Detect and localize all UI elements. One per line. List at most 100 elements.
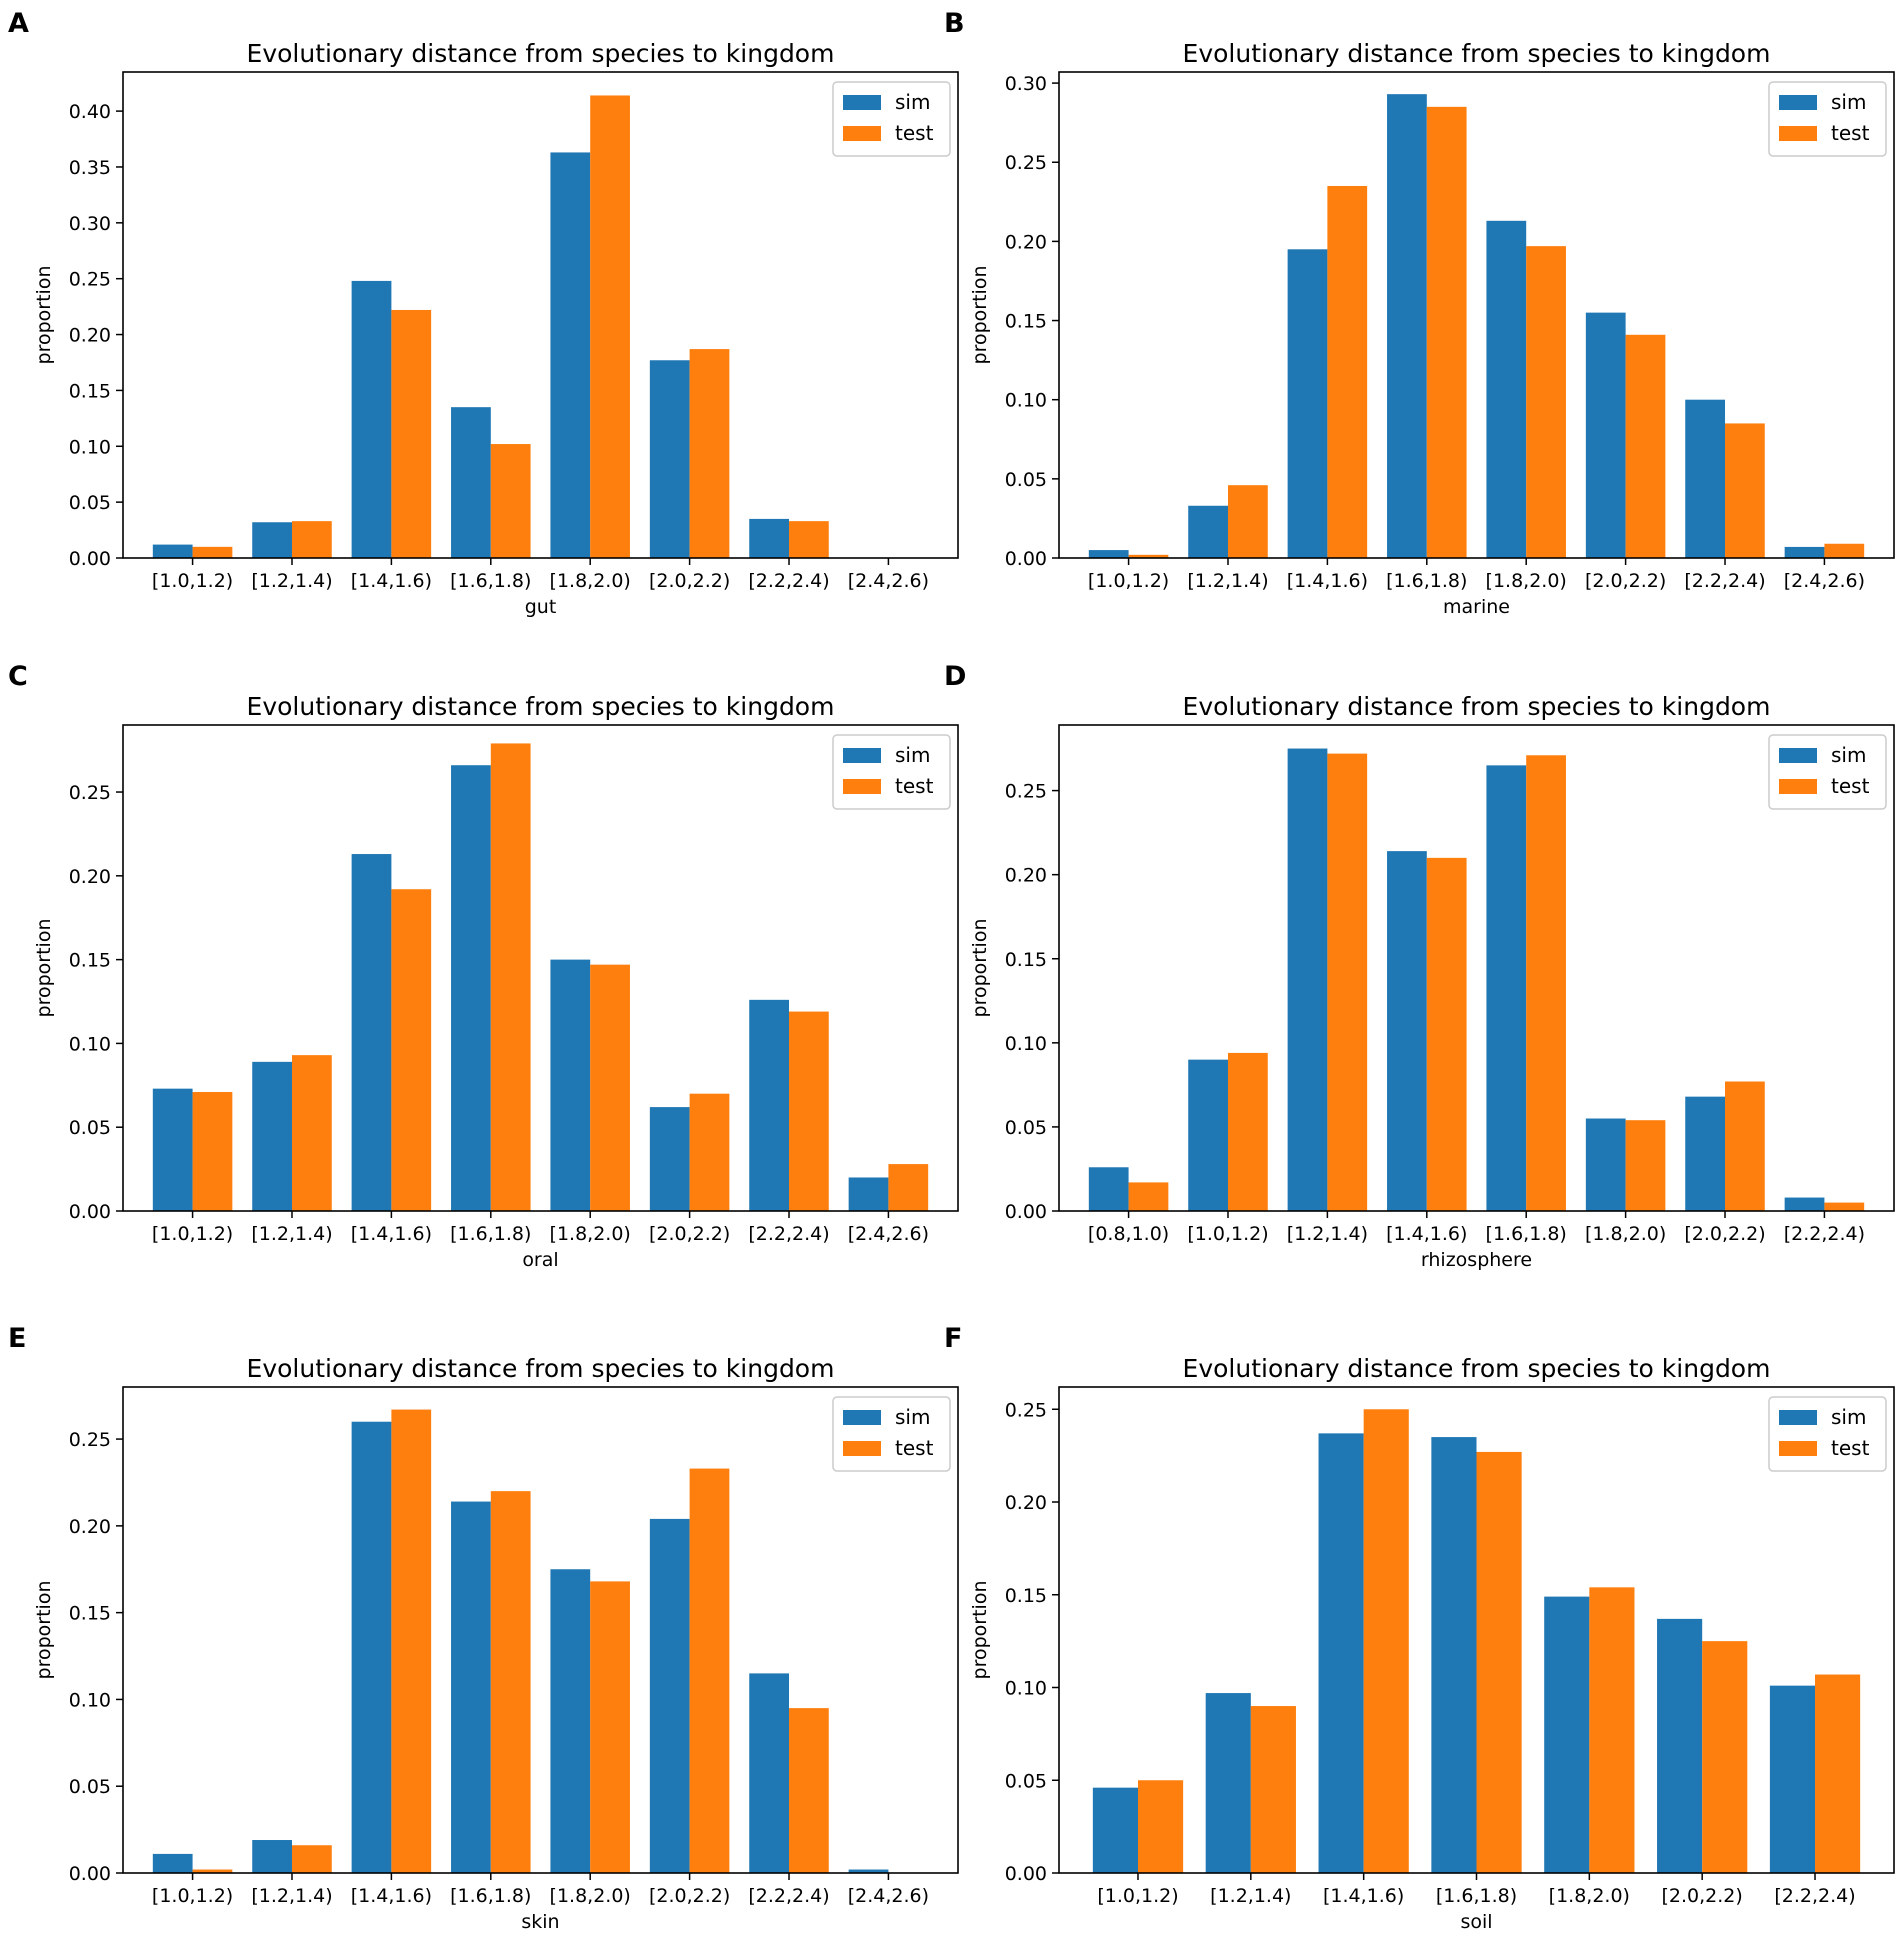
bar-sim-1 <box>252 1840 292 1873</box>
bar-sim-7 <box>848 1869 889 1873</box>
bar-sim-3 <box>1387 94 1427 558</box>
legend-swatch-sim <box>1779 1410 1817 1425</box>
legend: sim test <box>1768 81 1887 157</box>
bar-sim-6 <box>1769 1685 1816 1873</box>
chart-title: Evolutionary distance from species to ki… <box>247 692 835 721</box>
bar-test-1 <box>291 1055 332 1211</box>
y-tick-label: 0.00 <box>1005 1863 1047 1885</box>
x-tick-label: [1.4,1.6) <box>1323 1885 1404 1907</box>
bar-sim-2 <box>1287 748 1328 1211</box>
y-tick-label: 0.05 <box>69 1117 111 1139</box>
x-tick-label: [1.4,1.6) <box>1287 570 1368 592</box>
legend-label-sim: sim <box>895 1405 930 1429</box>
y-tick-label: 0.20 <box>69 325 111 347</box>
panel-label: F <box>944 1323 962 1354</box>
legend-label-sim: sim <box>895 743 930 767</box>
bar-sim-0 <box>1092 1787 1138 1873</box>
bar-sim-6 <box>749 518 790 558</box>
bar-sim-1 <box>252 522 292 558</box>
bar-sim-4 <box>550 959 591 1211</box>
x-tick-label: [1.2,1.4) <box>1210 1885 1291 1907</box>
y-tick-label: 0.25 <box>69 782 111 804</box>
legend-label-test: test <box>895 774 934 798</box>
legend-label-sim: sim <box>895 90 930 114</box>
bar-sim-4 <box>1486 765 1527 1211</box>
bar-test-5 <box>1702 1641 1748 1873</box>
y-tick-label: 0.40 <box>69 101 111 123</box>
bar-test-0 <box>1128 1182 1169 1211</box>
y-tick-label: 0.00 <box>69 1863 111 1885</box>
bar-test-3 <box>490 444 531 558</box>
bar-test-5 <box>1625 334 1666 558</box>
y-tick-label: 0.30 <box>1005 73 1047 95</box>
x-axis-label: soil <box>1460 1911 1492 1933</box>
bar-test-0 <box>192 546 233 558</box>
y-tick-label: 0.15 <box>1005 949 1047 971</box>
y-tick-label: 0.20 <box>1005 1492 1047 1514</box>
x-tick-label: [1.8,2.0) <box>550 1223 631 1245</box>
y-tick-label: 0.10 <box>69 436 111 458</box>
x-tick-label: [1.6,1.8) <box>450 570 531 592</box>
panel-label: D <box>944 661 966 692</box>
x-tick-label: [1.8,2.0) <box>550 1885 631 1907</box>
x-tick-label: [1.6,1.8) <box>450 1223 531 1245</box>
chart-panel-e: E Evolutionary distance from species to k… <box>8 1323 959 1933</box>
legend-label-test: test <box>1831 774 1870 798</box>
bar-test-4 <box>590 964 630 1211</box>
bar-sim-6 <box>1685 1096 1726 1211</box>
x-tick-label: [2.0,2.2) <box>1662 1885 1743 1907</box>
x-axis-label: marine <box>1443 596 1510 618</box>
y-tick-label: 0.15 <box>69 1603 111 1625</box>
x-axis-label: oral <box>522 1249 558 1271</box>
y-tick-label: 0.10 <box>69 1033 111 1055</box>
bar-test-1 <box>1227 1052 1268 1211</box>
y-tick-label: 0.10 <box>69 1689 111 1711</box>
legend-swatch-sim <box>1779 748 1817 763</box>
x-tick-label: [1.6,1.8) <box>1386 570 1467 592</box>
bar-test-0 <box>192 1869 233 1873</box>
x-tick-label: [1.6,1.8) <box>450 1885 531 1907</box>
x-tick-label: [1.8,2.0) <box>1486 570 1567 592</box>
y-tick-label: 0.10 <box>1005 390 1047 412</box>
bar-sim-4 <box>1486 220 1527 558</box>
chart-panel-d: D Evolutionary distance from species to k… <box>944 661 1895 1271</box>
x-tick-label: [1.2,1.4) <box>251 1223 332 1245</box>
legend: sim test <box>1768 1396 1887 1472</box>
bar-sim-1 <box>1205 1693 1251 1873</box>
y-tick-label: 0.25 <box>69 269 111 291</box>
y-axis-label: proportion <box>969 266 991 365</box>
x-tick-label: [2.2,2.4) <box>1784 1223 1865 1245</box>
legend-label-sim: sim <box>1831 743 1866 767</box>
bar-sim-7 <box>1784 546 1825 558</box>
bar-sim-7 <box>848 1177 889 1211</box>
y-tick-label: 0.05 <box>1005 1117 1047 1139</box>
y-tick-label: 0.15 <box>1005 311 1047 333</box>
bar-sim-2 <box>351 854 392 1211</box>
y-axis-label: proportion <box>33 266 55 365</box>
chart-panel-a: A Evolutionary distance from species to k… <box>8 8 959 618</box>
x-tick-label: [1.0,1.2) <box>152 1885 233 1907</box>
legend-label-sim: sim <box>1831 90 1866 114</box>
x-tick-label: [2.0,2.2) <box>649 1885 730 1907</box>
bar-sim-5 <box>1585 312 1626 558</box>
x-axis-label: rhizosphere <box>1421 1249 1532 1271</box>
bar-test-3 <box>1476 1451 1522 1873</box>
legend-swatch-sim <box>1779 95 1817 110</box>
y-tick-label: 0.10 <box>1005 1033 1047 1055</box>
x-axis-label: gut <box>525 596 557 618</box>
bar-test-1 <box>1250 1706 1296 1873</box>
bar-test-3 <box>1426 857 1467 1211</box>
chart-title: Evolutionary distance from species to ki… <box>1183 39 1771 68</box>
chart-title: Evolutionary distance from species to ki… <box>1183 1354 1771 1383</box>
legend-swatch-test <box>1779 1441 1817 1456</box>
x-tick-label: [0.8,1.0) <box>1088 1223 1169 1245</box>
y-tick-label: 0.25 <box>1005 152 1047 174</box>
bar-test-0 <box>1128 554 1169 558</box>
bar-test-6 <box>789 521 829 558</box>
legend-swatch-test <box>843 779 881 794</box>
legend-swatch-sim <box>843 748 881 763</box>
y-axis-label: proportion <box>969 919 991 1018</box>
y-tick-label: 0.20 <box>1005 865 1047 887</box>
bar-test-2 <box>391 1409 432 1873</box>
